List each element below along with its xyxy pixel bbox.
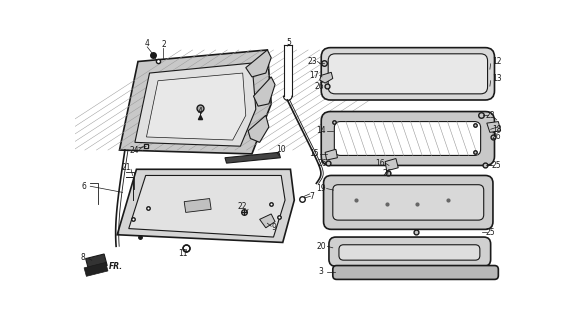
FancyBboxPatch shape xyxy=(335,122,481,156)
Polygon shape xyxy=(487,122,501,132)
FancyBboxPatch shape xyxy=(329,237,491,266)
Polygon shape xyxy=(146,73,246,140)
Text: 26: 26 xyxy=(315,82,325,91)
Polygon shape xyxy=(259,214,275,228)
Text: 3: 3 xyxy=(319,267,323,276)
Polygon shape xyxy=(135,63,256,146)
Text: 13: 13 xyxy=(492,74,502,83)
Polygon shape xyxy=(246,50,271,77)
FancyBboxPatch shape xyxy=(333,266,498,279)
Text: 18: 18 xyxy=(492,125,501,134)
Polygon shape xyxy=(84,262,108,276)
Text: 16: 16 xyxy=(375,159,384,168)
Text: 7: 7 xyxy=(309,192,315,201)
Text: 14: 14 xyxy=(316,126,326,135)
Polygon shape xyxy=(248,116,269,142)
Text: 26: 26 xyxy=(492,132,502,141)
Text: 20: 20 xyxy=(316,242,326,251)
Text: 22: 22 xyxy=(238,202,248,211)
Text: 12: 12 xyxy=(492,57,501,66)
Text: 21: 21 xyxy=(122,163,131,172)
Text: 2: 2 xyxy=(161,40,166,49)
Polygon shape xyxy=(120,50,271,154)
Text: 5: 5 xyxy=(286,38,291,47)
FancyBboxPatch shape xyxy=(328,54,488,94)
Polygon shape xyxy=(117,169,294,243)
Text: 4: 4 xyxy=(197,107,202,116)
FancyBboxPatch shape xyxy=(339,245,480,260)
Text: 15: 15 xyxy=(309,149,318,158)
Text: 4: 4 xyxy=(145,39,150,48)
Polygon shape xyxy=(385,158,398,171)
Text: 23: 23 xyxy=(486,111,495,120)
Polygon shape xyxy=(320,72,333,83)
Text: 25: 25 xyxy=(486,228,495,237)
Polygon shape xyxy=(184,198,211,212)
FancyBboxPatch shape xyxy=(321,112,494,165)
FancyBboxPatch shape xyxy=(333,185,484,220)
Text: 17: 17 xyxy=(309,71,318,80)
Polygon shape xyxy=(86,254,107,270)
FancyBboxPatch shape xyxy=(321,48,494,100)
Polygon shape xyxy=(325,149,338,160)
Text: 11: 11 xyxy=(178,250,187,259)
Text: 23: 23 xyxy=(307,57,317,66)
Text: 24: 24 xyxy=(129,146,139,155)
Text: 19: 19 xyxy=(316,184,326,193)
Polygon shape xyxy=(254,77,275,106)
Text: 8: 8 xyxy=(80,253,85,262)
Text: 9: 9 xyxy=(271,222,276,232)
Polygon shape xyxy=(284,44,292,96)
Text: FR.: FR. xyxy=(109,262,123,271)
Text: 26: 26 xyxy=(318,159,328,168)
Text: 6: 6 xyxy=(82,182,86,191)
Polygon shape xyxy=(225,152,281,163)
Polygon shape xyxy=(129,175,285,237)
Text: 10: 10 xyxy=(276,145,286,154)
Text: 26: 26 xyxy=(383,169,392,178)
Text: 25: 25 xyxy=(492,161,502,170)
FancyBboxPatch shape xyxy=(323,175,493,229)
